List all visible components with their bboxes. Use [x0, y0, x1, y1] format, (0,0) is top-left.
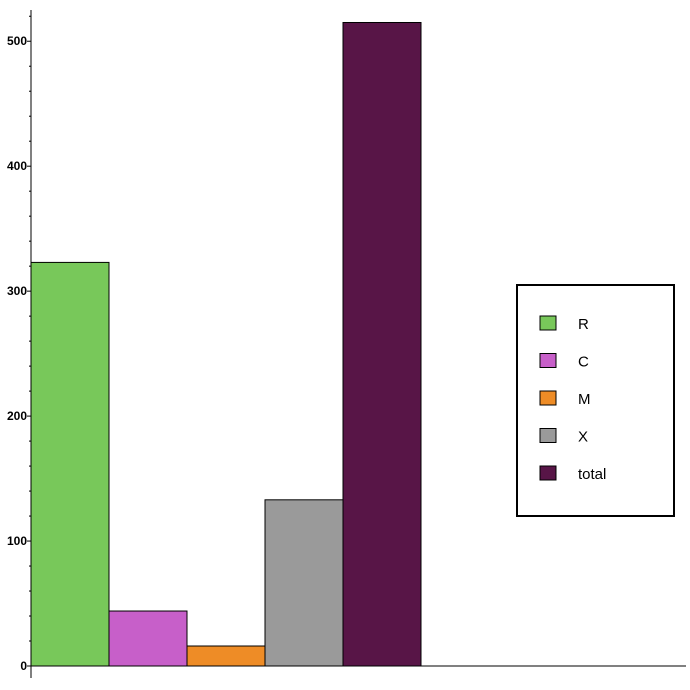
bar-x [264, 499, 344, 667]
axes-group [30, 10, 686, 678]
y-tick-label: 0 [20, 659, 27, 673]
y-tick-label: 200 [7, 409, 27, 423]
y-tick-label: 100 [7, 534, 27, 548]
bar-m [186, 645, 266, 667]
legend-label-c: C [578, 354, 589, 371]
y-tick-label: 300 [7, 284, 27, 298]
y-tick-label: 500 [7, 34, 27, 48]
y-ticks-group: 0 100 200 300 400 500 [7, 15, 31, 673]
bar-c [108, 610, 188, 667]
bar-total [342, 21, 422, 667]
legend-swatch-x [539, 428, 557, 443]
legend-label-x: X [578, 429, 588, 446]
bar-r [30, 261, 110, 667]
legend-label-r: R [578, 316, 589, 333]
y-tick-label: 400 [7, 159, 27, 173]
legend-label-total: total [578, 466, 606, 483]
legend-label-m: M [578, 391, 591, 408]
legend-swatch-c [539, 353, 557, 368]
legend-swatch-m [539, 390, 557, 406]
legend-swatch-total [539, 465, 557, 481]
legend-swatch-r [539, 315, 557, 331]
bars-group [30, 21, 422, 667]
